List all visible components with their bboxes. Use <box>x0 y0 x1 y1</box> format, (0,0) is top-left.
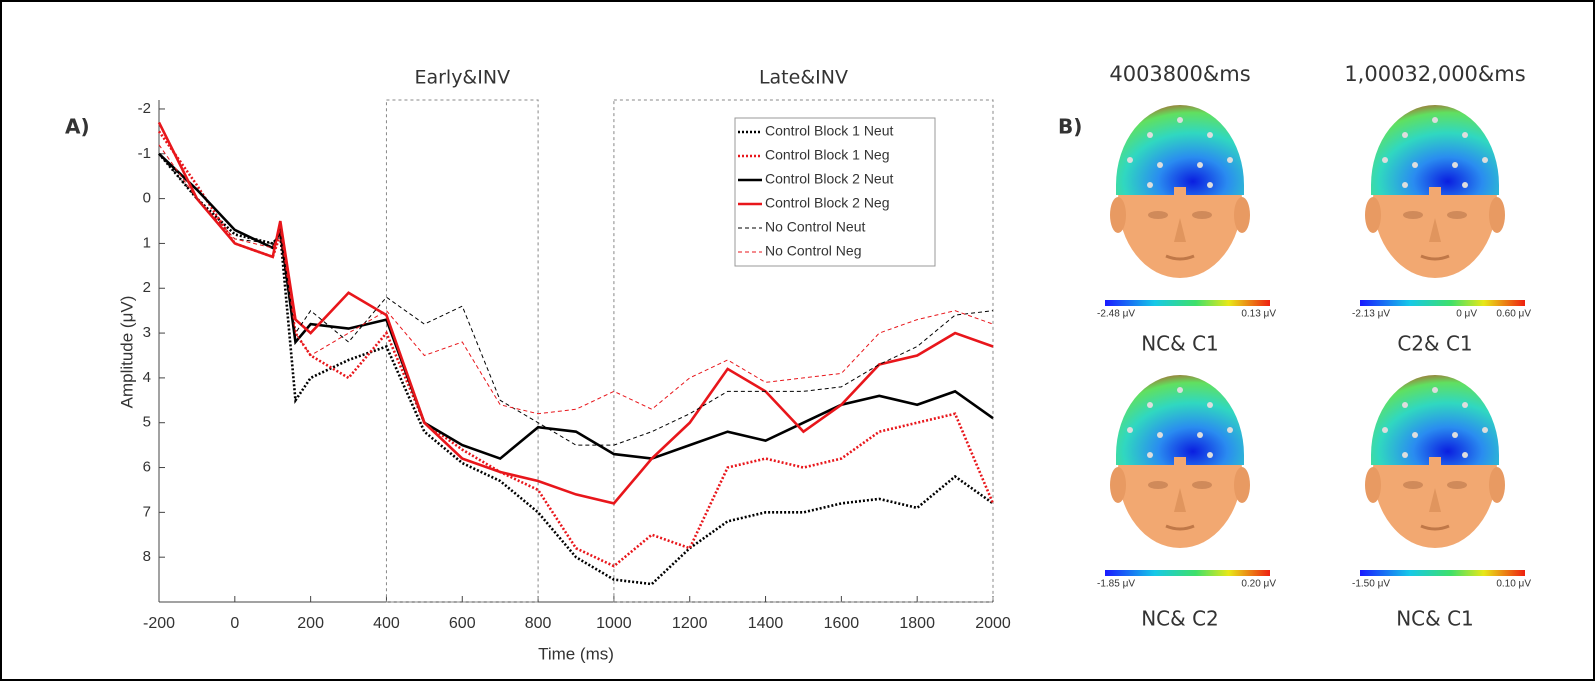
column-title: 1,00032,000&ms <box>1344 62 1525 86</box>
x-tick-label: 1400 <box>748 615 784 632</box>
series-line <box>158 153 994 446</box>
legend-label: No Control Neut <box>765 219 865 235</box>
x-tick-label: -200 <box>143 615 175 632</box>
y-tick-label: -1 <box>138 145 151 162</box>
head-topomap <box>1363 373 1507 550</box>
legend-box <box>734 117 936 267</box>
legend-label: Control Block 2 Neg <box>765 195 890 211</box>
window-label: Late&INV <box>759 67 848 89</box>
y-tick-label: 3 <box>143 324 151 341</box>
series-line <box>157 121 994 505</box>
x-tick-label: 1000 <box>596 615 632 632</box>
y-tick-label: -2 <box>138 100 151 117</box>
colorbar-label: -2.48 μV <box>1097 309 1135 320</box>
x-tick-label: 1600 <box>824 615 860 632</box>
y-tick-label: 1 <box>143 234 151 251</box>
x-tick-label: 2000 <box>975 615 1011 632</box>
x-tick-label: 400 <box>373 615 400 632</box>
colorbar <box>1360 300 1525 306</box>
x-tick-label: 1800 <box>899 615 935 632</box>
y-axis-title: Amplitude (μV) <box>117 296 136 409</box>
x-tick-label: 200 <box>297 615 324 632</box>
y-tick-label: 6 <box>143 459 151 476</box>
window-label: Early&INV <box>414 67 510 89</box>
map-caption: NC& C2 <box>1141 607 1219 631</box>
panel-label: B) <box>1058 115 1082 139</box>
x-tick-label: 1200 <box>672 615 708 632</box>
colorbar <box>1105 570 1270 576</box>
series-line <box>158 144 994 415</box>
colorbar-label: 0 μV <box>1456 309 1477 320</box>
x-tick-label: 800 <box>525 615 552 632</box>
legend-label: No Control Neg <box>765 243 862 259</box>
colorbar <box>1360 570 1525 576</box>
y-tick-label: 4 <box>143 369 151 386</box>
x-axis-title: Time (ms) <box>538 644 614 663</box>
window-box <box>613 99 994 603</box>
colorbar-label: -2.13 μV <box>1352 309 1390 320</box>
colorbar-label: 0.13 μV <box>1241 309 1276 320</box>
map-caption: NC& C1 <box>1141 332 1219 356</box>
x-tick-label: 600 <box>449 615 476 632</box>
colorbar-label: -1.85 μV <box>1097 579 1135 590</box>
window-box <box>385 99 539 603</box>
head-topomap <box>1363 103 1507 280</box>
legend-label: Control Block 1 Neg <box>765 147 890 163</box>
y-tick-label: 0 <box>143 190 151 207</box>
head-topomap <box>1108 103 1252 280</box>
panel-label: A) <box>65 115 90 139</box>
y-tick-label: 8 <box>143 548 151 565</box>
map-caption: C2& C1 <box>1397 332 1472 356</box>
y-tick-label: 5 <box>143 414 151 431</box>
colorbar-label: -1.50 μV <box>1352 579 1390 590</box>
legend-label: Control Block 1 Neut <box>765 123 894 139</box>
y-tick-label: 2 <box>143 279 151 296</box>
legend-label: Control Block 2 Neut <box>765 171 894 187</box>
series-line <box>157 130 995 568</box>
x-tick-label: 0 <box>230 615 239 632</box>
map-caption: NC& C1 <box>1396 607 1474 631</box>
colorbar-label: 0.20 μV <box>1241 579 1276 590</box>
colorbar-label: 0.10 μV <box>1496 579 1531 590</box>
column-title: 4003800&ms <box>1109 62 1250 86</box>
colorbar-label: 0.60 μV <box>1496 309 1531 320</box>
y-tick-label: 7 <box>143 503 151 520</box>
colorbar <box>1105 300 1270 306</box>
head-topomap <box>1108 373 1252 550</box>
